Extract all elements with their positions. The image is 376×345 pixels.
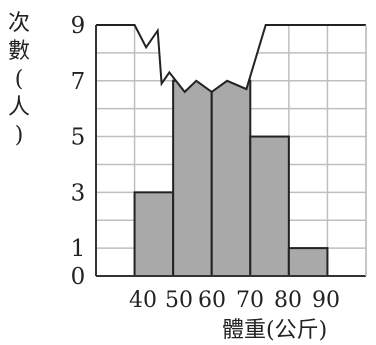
x-axis-label: 體重(公斤) — [222, 318, 328, 343]
histogram-bar — [249, 135, 290, 277]
y-axis-label-char: ) — [14, 123, 24, 148]
x-tick-label: 90 — [312, 288, 340, 313]
x-tick-label: 60 — [198, 288, 226, 313]
histogram-bar — [287, 247, 329, 278]
y-axis-label: 次 數 ( 人 ) — [6, 10, 32, 150]
x-tick-label: 40 — [129, 288, 157, 313]
histogram-bar — [210, 79, 252, 278]
axes — [95, 24, 367, 277]
y-axis-label-char: ( — [14, 67, 24, 92]
torn-edge-line — [96, 24, 366, 94]
y-tick-label: 9 — [71, 13, 86, 39]
bars — [133, 79, 329, 278]
y-tick-labels: 01 3 5 7 9 — [71, 13, 86, 290]
y-axis-label-char: 數 — [7, 39, 30, 64]
x-tick-label: 50 — [165, 288, 193, 313]
x-tick-labels: 40 50 60 70 80 90 — [129, 288, 340, 313]
y-axis-label-char: 人 — [7, 95, 30, 120]
histogram-bar — [133, 191, 175, 277]
y-tick-label: 1 — [71, 236, 86, 262]
y-tick-label: 5 — [71, 125, 86, 151]
y-tick-label: 7 — [71, 69, 86, 95]
torn-paper-mask — [96, 5, 366, 92]
histogram-bar — [172, 79, 213, 278]
y-tick-label: 0 — [71, 264, 86, 290]
x-tick-label: 70 — [236, 288, 264, 313]
x-tick-label: 80 — [274, 288, 302, 313]
y-axis-label-char: 次 — [7, 11, 30, 36]
y-tick-label: 3 — [71, 180, 86, 206]
